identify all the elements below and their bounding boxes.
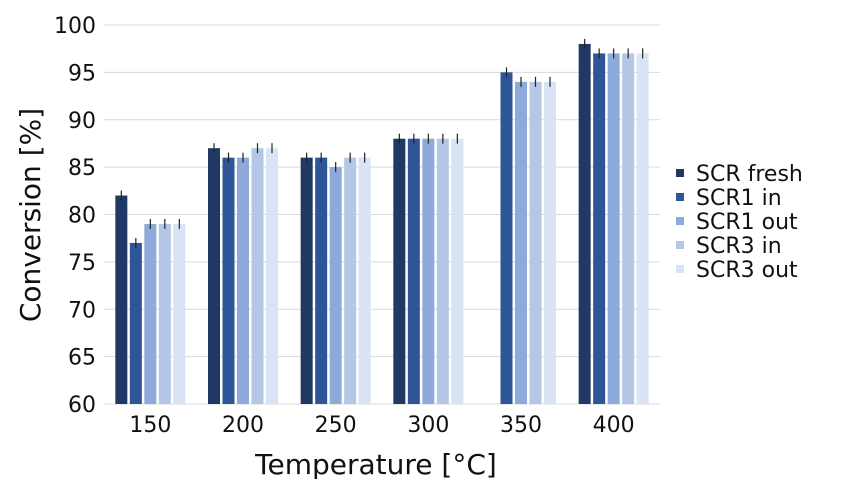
- legend-label: SCR1 in: [696, 186, 782, 211]
- bar: [578, 43, 591, 404]
- y-tick-label: 80: [68, 204, 96, 229]
- bar: [451, 138, 464, 404]
- y-tick-label: 100: [54, 14, 96, 39]
- x-tick-label: 400: [593, 413, 635, 438]
- bar: [329, 167, 342, 404]
- x-axis-label: Temperature [°C]: [254, 448, 497, 479]
- bar: [237, 157, 249, 404]
- y-axis-label: Conversion [%]: [14, 108, 47, 322]
- y-tick-label: 90: [68, 109, 96, 134]
- legend-swatch: [676, 241, 684, 249]
- legend-swatch: [676, 193, 684, 201]
- bar: [358, 157, 371, 404]
- legend-label: SCR fresh: [696, 162, 803, 187]
- bar: [393, 138, 406, 404]
- legend-label: SCR3 in: [696, 234, 782, 259]
- x-tick-labels: 150 200 250 300 350 400: [129, 413, 634, 438]
- bar: [300, 157, 313, 404]
- y-tick-label: 65: [68, 346, 96, 371]
- bar: [222, 157, 235, 404]
- legend-swatch: [676, 265, 684, 273]
- bar: [529, 81, 542, 404]
- bar: [173, 223, 186, 404]
- bar: [144, 223, 157, 404]
- x-tick-label: 250: [315, 413, 357, 438]
- y-tick-label: 60: [68, 393, 96, 418]
- x-tick-label: 350: [500, 413, 542, 438]
- error-bars: [120, 38, 644, 248]
- x-tick-label: 200: [222, 413, 264, 438]
- bar: [422, 138, 435, 404]
- bar: [593, 53, 606, 405]
- y-tick-label: 70: [68, 298, 96, 323]
- legend-swatch: [676, 169, 684, 177]
- legend-label: SCR1 out: [696, 210, 798, 235]
- bar: [344, 157, 357, 404]
- bar: [622, 53, 635, 405]
- bar: [544, 81, 556, 404]
- x-tick-label: 150: [129, 413, 171, 438]
- bar: [515, 81, 527, 404]
- bar: [607, 53, 620, 405]
- bar: [407, 138, 420, 404]
- x-tick-label: 300: [407, 413, 449, 438]
- y-tick-label: 75: [68, 251, 96, 276]
- bar: [158, 223, 171, 404]
- bar: [636, 53, 649, 405]
- bars: [115, 43, 649, 405]
- bar: [129, 242, 142, 404]
- y-tick-label: 95: [68, 61, 96, 86]
- bar: [251, 148, 264, 404]
- bar: [115, 195, 128, 404]
- bar: [436, 138, 449, 404]
- y-tick-label: 85: [68, 156, 96, 181]
- bar: [315, 157, 328, 404]
- bar: [266, 148, 278, 404]
- grid-lines: [104, 24, 660, 405]
- legend-label: SCR3 out: [696, 258, 798, 283]
- bar: [500, 72, 513, 404]
- y-tick-labels: 60 65 70 75 80 85 90 95 100: [54, 14, 96, 418]
- legend-swatch: [676, 217, 684, 225]
- bar: [208, 148, 220, 404]
